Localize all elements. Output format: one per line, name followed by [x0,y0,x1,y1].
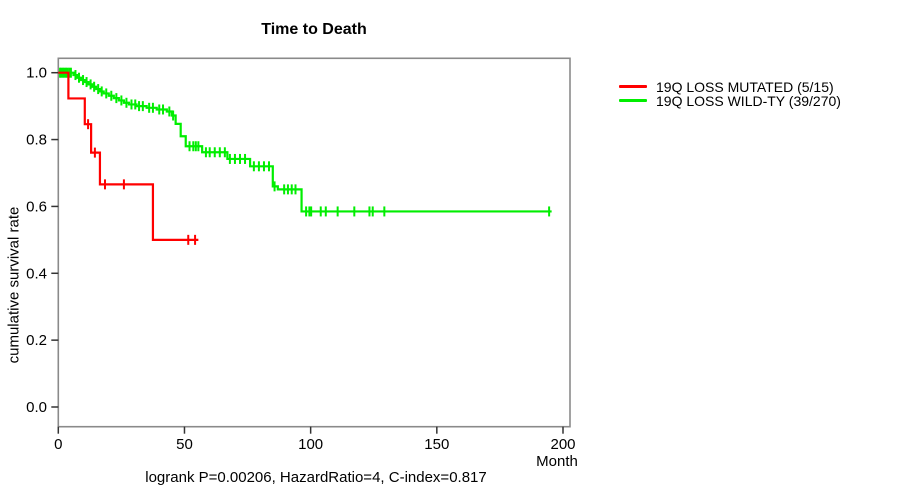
y-tick-label: 0.6 [26,198,47,215]
km-curve-mutated [58,71,199,241]
x-tick-label: 100 [298,436,323,453]
logrank-stats-text: logrank P=0.00206, HazardRatio=4, C-inde… [145,469,487,486]
y-tick-label: 0.2 [26,332,47,349]
x-tick-label: 0 [54,436,62,453]
legend-label-wildtype: 19Q LOSS WILD-TY (39/270) [656,92,841,109]
y-tick-label: 0.4 [26,265,47,282]
y-tick-label: 0.8 [26,132,47,149]
chart-title: Time to Death [261,21,367,38]
x-tick-label: 50 [176,436,193,453]
km-curve-wildtype [58,71,552,213]
x-axis-unit-label: Month [536,453,578,470]
x-tick-label: 150 [424,436,449,453]
legend: 19Q LOSS MUTATED (5/15) 19Q LOSS WILD-TY… [619,78,841,109]
legend-line-green-icon [619,99,647,102]
y-tick-label: 0.0 [26,399,47,416]
legend-label-mutated: 19Q LOSS MUTATED (5/15) [656,78,834,95]
plot-border [57,57,571,428]
y-tick-label: 1.0 [26,65,47,82]
legend-item-wildtype: 19Q LOSS WILD-TY (39/270) [619,92,841,109]
x-tick-label: 200 [550,436,575,453]
legend-item-mutated: 19Q LOSS MUTATED (5/15) [619,78,841,95]
legend-line-red-icon [619,85,647,88]
